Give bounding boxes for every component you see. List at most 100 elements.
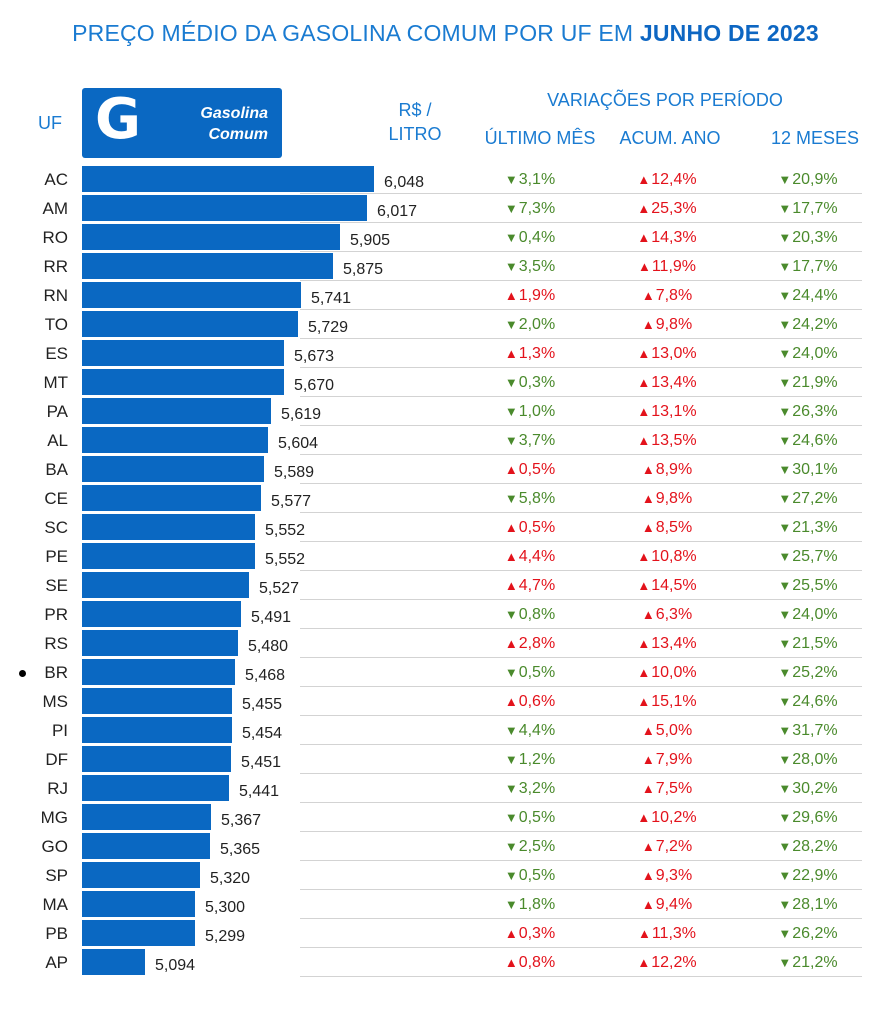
triangle-up-icon: ▲ <box>637 259 651 274</box>
triangle-down-icon: ▼ <box>504 810 518 825</box>
triangle-up-icon: ▲ <box>504 288 518 303</box>
variation-value: 5,8% <box>518 490 556 507</box>
triangle-down-icon: ▼ <box>778 955 792 970</box>
variation-value: 30,2% <box>792 780 838 797</box>
variation-value: 14,3% <box>651 229 697 246</box>
variation-value: 0,5% <box>518 664 556 681</box>
triangle-down-icon: ▼ <box>778 491 792 506</box>
table-row: TO 5,729 ▼2,0% ▲9,8% ▼24,2% <box>0 310 891 339</box>
table-row: MA 5,300 ▼1,8% ▲9,4% ▼28,1% <box>0 890 891 919</box>
variation-value: 0,3% <box>518 374 556 391</box>
variation-value: 12,2% <box>651 954 697 971</box>
price-label: 5,365 <box>220 841 261 858</box>
triangle-down-icon: ▼ <box>778 752 792 767</box>
variation-value: 11,9% <box>651 258 697 275</box>
triangle-up-icon: ▲ <box>637 375 651 390</box>
triangle-up-icon: ▲ <box>641 839 655 854</box>
uf-label: SE <box>45 576 68 595</box>
variation-cell: ▲0,5% <box>475 513 585 542</box>
price-header: R$ / LITRO <box>380 98 450 146</box>
variation-cell: ▲0,8% <box>475 948 585 977</box>
variation-cell: ▼2,5% <box>475 832 585 861</box>
price-label: 5,670 <box>294 377 335 394</box>
price-label: 5,367 <box>221 812 262 829</box>
variation-cell: ▲1,9% <box>475 281 585 310</box>
variation-value: 13,5% <box>651 432 697 449</box>
triangle-up-icon: ▲ <box>641 317 655 332</box>
g-logo-icon: G <box>95 87 141 152</box>
variation-value: 21,5% <box>792 635 838 652</box>
uf-label: CE <box>44 489 68 508</box>
variation-cell: ▼28,2% <box>753 832 863 861</box>
price-bar <box>82 833 210 859</box>
triangle-down-icon: ▼ <box>778 201 792 216</box>
price-label: 6,048 <box>384 174 425 191</box>
triangle-up-icon: ▲ <box>637 172 651 187</box>
variation-value: 10,2% <box>651 809 697 826</box>
triangle-down-icon: ▼ <box>778 810 792 825</box>
row-divider <box>300 947 862 948</box>
variation-cell: ▲8,5% <box>612 513 722 542</box>
table-row: CE 5,577 ▼5,8% ▲9,8% ▼27,2% <box>0 484 891 513</box>
triangle-up-icon: ▲ <box>504 955 518 970</box>
row-divider <box>300 744 862 745</box>
triangle-up-icon: ▲ <box>504 694 518 709</box>
triangle-down-icon: ▼ <box>504 433 518 448</box>
table-row: RS 5,480 ▲2,8% ▲13,4% ▼21,5% <box>0 629 891 658</box>
variation-value: 10,8% <box>651 548 697 565</box>
row-divider <box>300 773 862 774</box>
variation-cell: ▼5,8% <box>475 484 585 513</box>
variation-cell: ▼0,5% <box>475 658 585 687</box>
triangle-up-icon: ▲ <box>504 578 518 593</box>
variation-value: 0,4% <box>518 229 556 246</box>
price-bar <box>82 891 195 917</box>
price-bar <box>82 485 261 511</box>
variation-cell: ▲4,4% <box>475 542 585 571</box>
uf-label: RN <box>43 286 68 305</box>
variation-cell: ▼26,2% <box>753 919 863 948</box>
variation-value: 12,4% <box>651 171 697 188</box>
triangle-down-icon: ▼ <box>778 346 792 361</box>
uf-label: BR <box>44 663 68 682</box>
table-row: PB 5,299 ▲0,3% ▲11,3% ▼26,2% <box>0 919 891 948</box>
row-divider <box>300 831 862 832</box>
row-divider <box>300 918 862 919</box>
variation-cell: ▼0,8% <box>475 600 585 629</box>
row-divider <box>300 309 862 310</box>
triangle-down-icon: ▼ <box>778 230 792 245</box>
triangle-up-icon: ▲ <box>504 636 518 651</box>
price-label: 5,619 <box>281 406 322 423</box>
price-label: 5,451 <box>241 754 282 771</box>
variation-cell: ▲11,3% <box>612 919 722 948</box>
variation-value: 29,6% <box>792 809 838 826</box>
table-row: PI 5,454 ▼4,4% ▲5,0% ▼31,7% <box>0 716 891 745</box>
variation-value: 28,1% <box>792 896 838 913</box>
variation-value: 0,5% <box>518 519 556 536</box>
uf-header: UF <box>38 113 62 133</box>
triangle-up-icon: ▲ <box>637 346 651 361</box>
uf-label: MS <box>42 692 69 711</box>
triangle-down-icon: ▼ <box>778 172 792 187</box>
uf-label: MA <box>42 895 69 914</box>
variation-cell: ▼0,5% <box>475 803 585 832</box>
table-row: SC 5,552 ▲0,5% ▲8,5% ▼21,3% <box>0 513 891 542</box>
variation-cell: ▼25,2% <box>753 658 863 687</box>
price-bar <box>82 224 340 250</box>
price-bar <box>82 746 231 772</box>
table-row: SP 5,320 ▼0,5% ▲9,3% ▼22,9% <box>0 861 891 890</box>
logo-text-line2: Comum <box>208 126 268 143</box>
triangle-up-icon: ▲ <box>637 433 651 448</box>
variation-value: 9,4% <box>655 896 693 913</box>
row-divider <box>300 802 862 803</box>
variation-cell: ▲7,2% <box>612 832 722 861</box>
price-label: 5,875 <box>343 261 384 278</box>
table-row: ES 5,673 ▲1,3% ▲13,0% ▼24,0% <box>0 339 891 368</box>
variation-cell: ▼28,1% <box>753 890 863 919</box>
triangle-up-icon: ▲ <box>637 810 651 825</box>
variation-value: 7,5% <box>655 780 693 797</box>
table-row: MS 5,455 ▲0,6% ▲15,1% ▼24,6% <box>0 687 891 716</box>
variation-value: 27,2% <box>792 490 838 507</box>
variation-cell: ▲9,8% <box>612 484 722 513</box>
variation-value: 4,4% <box>518 722 556 739</box>
triangle-up-icon: ▲ <box>637 665 651 680</box>
